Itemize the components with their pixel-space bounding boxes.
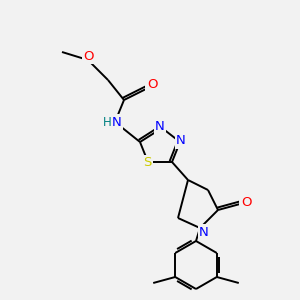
Text: H: H xyxy=(103,116,111,128)
Text: N: N xyxy=(112,116,122,128)
Text: N: N xyxy=(199,226,209,238)
Text: O: O xyxy=(147,77,157,91)
Text: O: O xyxy=(84,50,94,62)
Text: O: O xyxy=(241,196,251,208)
Text: N: N xyxy=(155,121,165,134)
Text: N: N xyxy=(176,134,186,148)
Text: S: S xyxy=(143,157,151,169)
